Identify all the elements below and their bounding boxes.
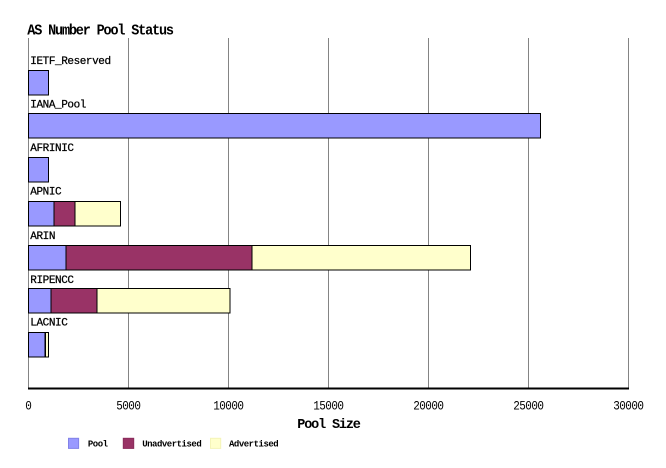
svg-text:APNIC: APNIC: [30, 187, 62, 199]
svg-text:IETF_Reserved: IETF_Reserved: [30, 56, 110, 68]
svg-text:15000: 15000: [313, 399, 344, 414]
svg-text:AS Number Pool Status: AS Number Pool Status: [27, 23, 173, 40]
svg-text:Unadvertised: Unadvertised: [142, 440, 201, 450]
svg-text:IANA_Pool: IANA_Pool: [30, 100, 86, 112]
svg-text:RIPENCC: RIPENCC: [30, 275, 74, 287]
svg-text:Pool Size: Pool Size: [297, 418, 360, 433]
svg-text:ARIN: ARIN: [30, 231, 55, 243]
svg-text:20000: 20000: [413, 399, 444, 414]
svg-text:AFRINIC: AFRINIC: [30, 143, 74, 155]
svg-text:Advertised: Advertised: [229, 440, 278, 450]
svg-text:25000: 25000: [513, 399, 544, 414]
svg-text:Pool: Pool: [88, 440, 109, 450]
svg-text:0: 0: [25, 399, 32, 414]
svg-text:LACNIC: LACNIC: [30, 318, 68, 330]
svg-text:30000: 30000: [613, 399, 644, 414]
svg-text:5000: 5000: [116, 399, 141, 414]
svg-text:10000: 10000: [213, 399, 244, 414]
